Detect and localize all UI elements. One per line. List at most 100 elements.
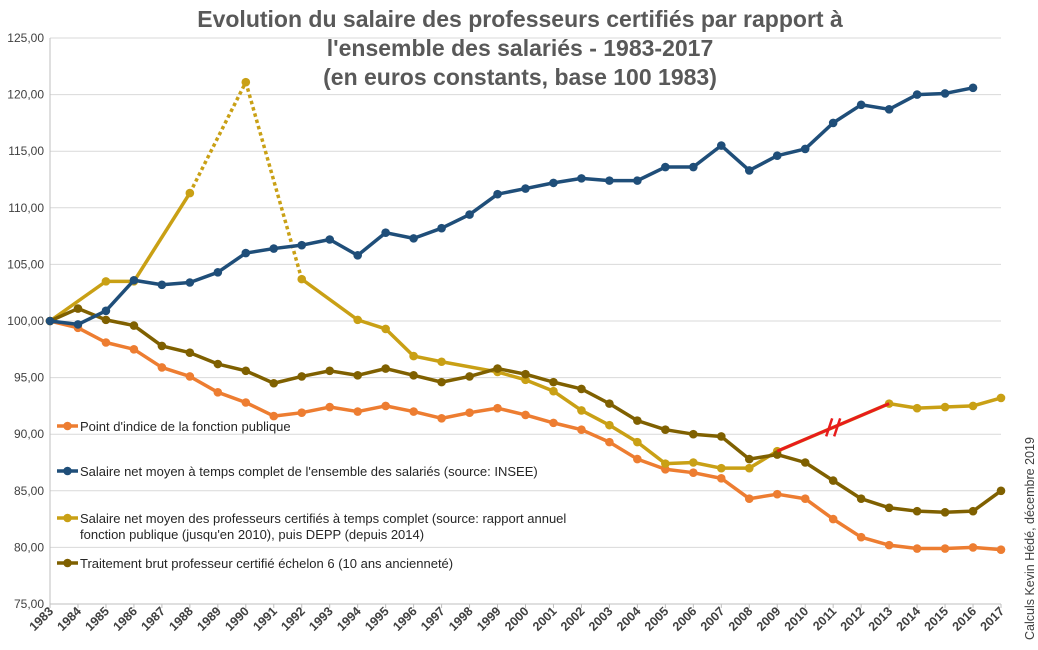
x-tick-label: 1986 <box>110 604 140 634</box>
data-point <box>129 275 139 285</box>
x-tick-label: 2006 <box>670 604 700 634</box>
series-line-segment <box>581 176 610 183</box>
series-line-segment <box>413 226 443 241</box>
data-point <box>633 437 642 447</box>
data-point <box>213 388 223 397</box>
data-point <box>996 545 1006 554</box>
series-line-segment <box>832 479 863 501</box>
series-line-segment <box>776 492 806 501</box>
series-line-segment <box>105 318 135 328</box>
data-point <box>185 188 195 198</box>
data-point <box>577 406 586 415</box>
data-point <box>213 268 223 277</box>
series-line-segment <box>413 373 443 384</box>
data-point <box>521 184 530 193</box>
series-line-segment <box>665 467 694 475</box>
data-point <box>241 366 251 376</box>
series-line-segment <box>161 344 191 355</box>
x-tick-label: 2003 <box>586 604 616 634</box>
series-line-segment <box>636 457 666 471</box>
x-tick-label: 1991 <box>250 604 280 634</box>
y-tick-label: 75,00 <box>14 597 44 611</box>
series-line-segment <box>441 410 470 421</box>
data-point <box>856 532 866 542</box>
series-line-segment <box>497 370 526 382</box>
series-line-segment <box>497 366 526 376</box>
series-line-segment <box>469 406 498 415</box>
x-tick-label: 1994 <box>334 604 364 634</box>
data-point <box>884 540 894 550</box>
data-point <box>856 494 866 504</box>
data-point <box>772 151 782 161</box>
series-line-segment <box>77 326 107 345</box>
data-point <box>521 410 530 420</box>
series-line-segment <box>77 309 107 326</box>
series-line-segment <box>553 380 582 391</box>
series-line-segment <box>49 319 79 327</box>
data-point <box>129 345 139 354</box>
data-point <box>912 403 922 413</box>
data-point <box>101 338 111 347</box>
data-point <box>940 89 950 98</box>
data-point <box>521 369 530 379</box>
data-point <box>800 494 810 504</box>
legend-item-3: Salaire net moyen des professeurs certif… <box>57 511 566 542</box>
data-point <box>353 407 362 416</box>
data-point <box>577 174 586 183</box>
legend-item-4: Traitement brut professeur certifié éche… <box>57 556 453 571</box>
data-point <box>856 100 866 110</box>
y-tick-label: 100,00 <box>7 314 44 328</box>
line-break-mark <box>824 418 834 437</box>
x-tick-label: 2010 <box>782 604 812 634</box>
data-point <box>884 503 894 513</box>
data-point <box>437 377 446 387</box>
data-point <box>884 105 894 114</box>
data-point <box>325 402 335 412</box>
series-4 <box>45 304 1006 517</box>
series-line-segment <box>944 545 974 551</box>
data-point <box>297 274 307 284</box>
series-line-segment <box>860 497 890 510</box>
data-point <box>353 371 362 380</box>
data-point <box>689 429 698 439</box>
series-line-segment <box>105 340 135 352</box>
series-line-segment <box>328 237 359 257</box>
x-tick-label: 1989 <box>194 604 224 634</box>
legend-label: Traitement brut professeur certifié éche… <box>80 556 453 571</box>
legend-label: Point d'indice de la fonction publique <box>80 419 291 434</box>
y-tick-label: 105,00 <box>7 257 44 271</box>
data-point <box>605 437 614 447</box>
data-point <box>661 425 670 434</box>
data-point <box>912 506 922 516</box>
series-line-segment <box>608 402 639 423</box>
y-tick-label: 95,00 <box>14 371 44 385</box>
series-line-segment <box>636 165 667 183</box>
series-line-segment <box>133 278 163 287</box>
series-line-segment <box>860 535 890 547</box>
data-point <box>409 351 418 361</box>
data-point <box>101 306 111 316</box>
series-line-segment <box>636 440 667 466</box>
data-point <box>73 304 83 313</box>
series-line-segment <box>300 277 359 322</box>
y-tick-label: 90,00 <box>14 427 44 441</box>
series-line-segment <box>665 460 694 466</box>
data-point <box>633 454 642 464</box>
series-line-segment <box>216 251 247 274</box>
x-tick-label: 1997 <box>418 604 448 634</box>
x-tick-label: 1984 <box>55 604 85 634</box>
series-line-segment <box>720 435 751 461</box>
y-axis-tick-labels: 75,00 80,00 85,00 90,00 95,00 100,00 105,00 110… <box>7 31 44 611</box>
title-line-3: (en euros constants, base 100 1983) <box>323 64 717 90</box>
data-point <box>213 359 223 369</box>
series-line-segment <box>217 362 247 373</box>
series-line-segment <box>525 181 554 191</box>
series-line-segment <box>357 404 386 414</box>
series-line-segment <box>161 280 190 287</box>
series-line-segment <box>917 509 946 515</box>
data-point <box>45 316 55 326</box>
data-point <box>241 398 251 407</box>
data-point <box>381 324 390 334</box>
x-tick-label: 2002 <box>558 604 588 634</box>
legend: Point d'indice de la fonction publique Sa… <box>57 419 566 571</box>
